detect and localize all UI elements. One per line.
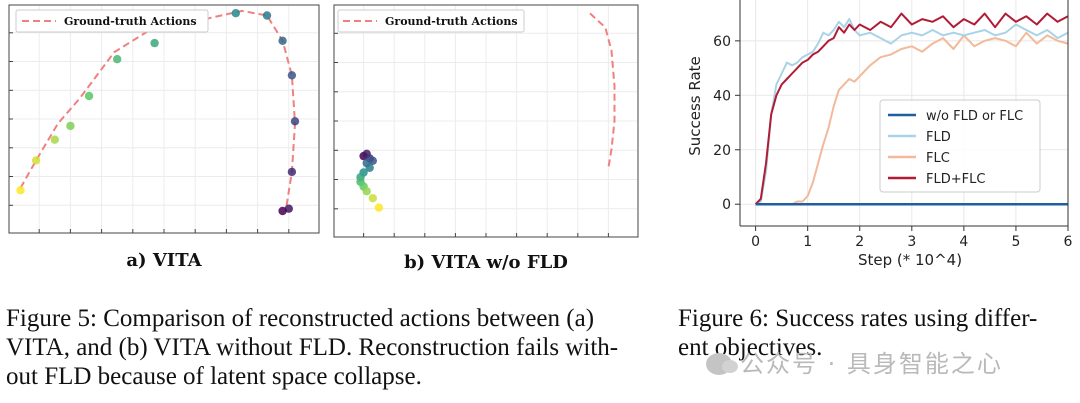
wechat-icon xyxy=(706,353,738,375)
reconstructed-point xyxy=(362,187,371,196)
legend-label-fld-flc: FLD+FLC xyxy=(926,172,985,187)
x-tick-label: 4 xyxy=(959,234,968,250)
panel-a-legend-label: Ground-truth Actions xyxy=(64,15,197,28)
panel-b-reconstructed-points xyxy=(356,149,384,212)
series-fld-flc xyxy=(754,12,1069,205)
x-tick-label: 3 xyxy=(907,234,916,250)
y-tick-label: 0 xyxy=(722,197,731,213)
figure6-chart: 0 1 2 3 4 5 6 0 20 40 60 w/o FLD or FLC FLD FLC FL… xyxy=(676,0,1076,272)
figure6-caption-line: ent objectives. xyxy=(678,334,823,361)
y-tick-label: 60 xyxy=(713,34,731,50)
reconstructed-point xyxy=(16,186,25,195)
reconstructed-point xyxy=(278,36,287,45)
legend-label-fld: FLD xyxy=(926,130,951,145)
x-tick-label: 2 xyxy=(855,234,864,250)
reconstructed-point xyxy=(374,203,384,212)
figure5-panel-a: Ground-truth Actions xyxy=(8,4,320,234)
panel-b-legend-label: Ground-truth Actions xyxy=(385,15,518,28)
reconstructed-point xyxy=(113,55,122,64)
panel-a-plot: Ground-truth Actions xyxy=(8,4,320,234)
panel-b-legend: Ground-truth Actions xyxy=(337,9,525,33)
panel-a-grid xyxy=(9,6,318,233)
chart-series xyxy=(754,12,1069,206)
reconstructed-point xyxy=(287,167,297,177)
legend-label-wo: w/o FLD or FLC xyxy=(926,109,1023,124)
reconstructed-point xyxy=(84,91,94,101)
reconstructed-point xyxy=(278,206,287,216)
panel-a-ground-truth-line xyxy=(19,9,297,212)
y-tick-label: 40 xyxy=(713,88,731,104)
reconstructed-point xyxy=(290,117,300,126)
panel-b-ground-truth-line xyxy=(589,12,616,168)
panel-b-grid xyxy=(334,6,637,237)
figure5-caption-line: Figure 5: Comparison of reconstructed ac… xyxy=(6,305,595,332)
reconstructed-point xyxy=(66,121,75,131)
panel-b-label: b) VITA w/o FLD xyxy=(404,252,568,273)
figure6-caption: Figure 6: Success rates using differ- en… xyxy=(678,304,1078,362)
panel-b-plot: Ground-truth Actions xyxy=(333,4,639,238)
ground-truth-line xyxy=(589,12,616,168)
series-fld xyxy=(755,18,1069,206)
reconstructed-point xyxy=(365,163,374,172)
figure6-caption-line: Figure 6: Success rates using differ- xyxy=(678,305,1038,332)
figure5-caption-line: out FLD because of latent space collapse… xyxy=(6,363,422,390)
x-tick-label: 1 xyxy=(803,234,812,250)
panel-a-label: a) VITA xyxy=(126,250,202,271)
series-flc xyxy=(755,31,1069,206)
reconstructed-point xyxy=(262,11,272,20)
figure5-caption: Figure 5: Comparison of reconstructed ac… xyxy=(6,304,666,391)
x-tick-label: 5 xyxy=(1011,234,1020,250)
reconstructed-point xyxy=(368,194,377,203)
watermark: 公众号 · 具身智能之心 xyxy=(706,344,1003,379)
figure5-caption-line: VITA, and (b) VITA without FLD. Reconstr… xyxy=(6,334,619,361)
panel-a-reconstructed-points xyxy=(16,9,300,216)
reconstructed-point xyxy=(231,9,240,18)
ground-truth-line xyxy=(19,9,297,212)
panel-a-legend: Ground-truth Actions xyxy=(15,9,209,33)
chart-legend: w/o FLD or FLC FLD FLC FLD+FLC xyxy=(879,99,1041,193)
x-tick-label: 0 xyxy=(751,234,760,250)
reconstructed-point xyxy=(287,71,297,80)
figure5-panel-b: Ground-truth Actions xyxy=(333,4,639,238)
watermark-text: 公众号 · 具身智能之心 xyxy=(740,350,1003,378)
x-tick-label: 6 xyxy=(1064,234,1073,250)
reconstructed-point xyxy=(50,135,59,144)
chart-ylabel: Success Rate xyxy=(686,56,704,156)
y-tick-label: 20 xyxy=(713,143,731,159)
chart-xlabel: Step (* 10^4) xyxy=(858,251,962,269)
reconstructed-point xyxy=(31,156,41,165)
reconstructed-point xyxy=(150,38,159,48)
legend-label-flc: FLC xyxy=(926,151,950,166)
